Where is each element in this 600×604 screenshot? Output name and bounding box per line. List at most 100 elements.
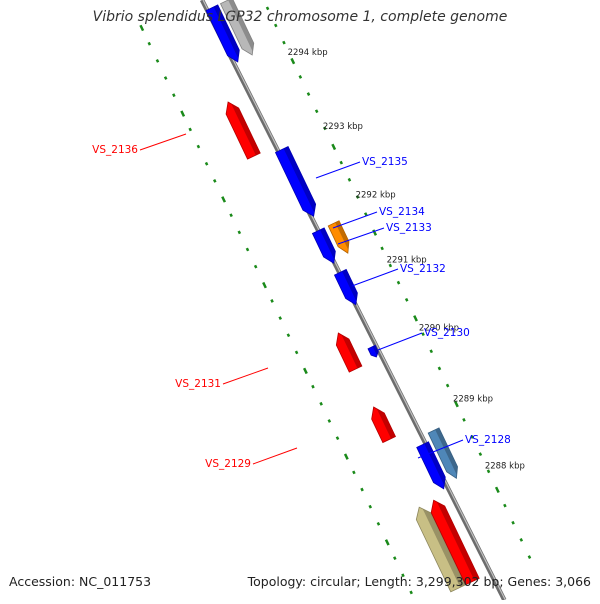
tick-mark — [294, 350, 299, 355]
gene-red-bottom — [430, 499, 480, 586]
tick-mark — [380, 246, 384, 251]
tick-mark — [270, 299, 274, 303]
tick-mark — [278, 316, 283, 320]
tick-mark — [368, 504, 373, 509]
gene-vs2135-shade — [283, 146, 316, 213]
gene-label-leader — [222, 367, 269, 385]
tick-mark — [229, 213, 233, 218]
gene-vs2132 — [333, 268, 358, 306]
gene-blue-vs2128-shade — [424, 441, 446, 486]
tick-mark — [409, 590, 413, 595]
tick-mark — [221, 196, 227, 203]
gene-blue-top-shade — [213, 4, 240, 59]
gene-olive — [415, 506, 466, 593]
gene-vs2131-shade — [341, 334, 362, 369]
tick-mark — [139, 24, 145, 32]
gene-label-leader — [337, 227, 385, 245]
scale-label: 2292 kbp — [356, 191, 396, 201]
tick-mark — [470, 435, 474, 439]
tick-mark — [298, 75, 303, 79]
tick-mark — [286, 333, 291, 338]
gene-red-bottom-shade — [436, 502, 480, 581]
gene-blue-top — [205, 4, 240, 63]
scale-label: 2291 kbp — [387, 256, 427, 266]
tick-mark — [343, 453, 349, 460]
tick-mark — [273, 23, 278, 28]
tick-mark — [364, 212, 368, 216]
tick-mark — [396, 280, 401, 285]
gene-vs2131 — [335, 332, 363, 373]
gene-label-vs_2134: VS_2134 — [379, 206, 425, 218]
gene-label-vs_2133: VS_2133 — [386, 222, 432, 234]
scale-labels: 2294 kbp 2293 kbp 2292 kbp 2291 kbp 2290 kbp… — [288, 48, 525, 471]
gene-vs2128-shade — [435, 427, 458, 475]
tick-mark — [388, 263, 393, 268]
gene-vs2133-shade — [335, 220, 349, 250]
tick-mark — [204, 161, 209, 166]
tick-mark — [311, 384, 315, 389]
tick-mark — [163, 76, 168, 80]
tick-mark — [262, 281, 267, 289]
tick-mark — [445, 383, 450, 388]
gene-features — [205, 0, 480, 593]
gene-label-group: VS_2135 VS_2134 VS_2133 VS_2132 VS_2130 VS_21… — [92, 133, 511, 470]
gene-vs2128-arrow — [427, 427, 458, 480]
gene-label-leader — [139, 133, 187, 151]
gene-label-vs_2130: VS_2130 — [424, 327, 470, 339]
gene-label-leader — [377, 332, 423, 351]
scale-label: 2293 kbp — [323, 122, 363, 132]
reverse-strand-tick-track — [139, 24, 413, 595]
gene-vs2132-shade — [342, 269, 358, 302]
gene-label-vs_2135: VS_2135 — [362, 156, 408, 168]
tick-mark — [454, 400, 459, 408]
tick-mark — [331, 143, 337, 151]
gene-label-leader — [417, 439, 464, 459]
gene-vs2129 — [371, 406, 397, 444]
accession-text: Accession: NC_011753 — [9, 574, 152, 589]
tick-mark — [188, 127, 192, 132]
tick-mark — [314, 109, 319, 114]
tick-mark — [212, 179, 217, 183]
scale-label: 2290 kbp — [419, 323, 459, 333]
tick-mark — [172, 93, 176, 98]
gene-blue-vs2128 — [416, 441, 446, 490]
gene-label-vs_2129: VS_2129 — [205, 458, 251, 470]
gene-vs2136-shade — [231, 103, 261, 156]
gene-label-leader — [351, 268, 399, 287]
tick-mark — [486, 469, 491, 474]
tick-mark — [147, 41, 152, 46]
tick-mark — [527, 555, 532, 559]
tick-mark — [303, 367, 308, 375]
gene-label-vs_2131: VS_2131 — [175, 378, 221, 390]
forward-strand-tick-track — [265, 6, 532, 559]
gene-label-vs_2132: VS_2132 — [400, 263, 446, 275]
tick-mark — [339, 160, 344, 165]
tick-mark — [347, 177, 352, 182]
gene-grey-top — [219, 0, 255, 56]
gene-vs2130-shade — [372, 345, 379, 356]
tick-mark — [437, 366, 442, 371]
gene-vs2134-shade — [320, 227, 336, 260]
tick-mark — [265, 6, 270, 11]
tick-mark — [282, 40, 286, 45]
gene-vs2135-arrow — [274, 145, 317, 217]
scale-label: 2288 kbp — [485, 461, 525, 471]
gene-olive-shade — [422, 508, 466, 588]
tick-mark — [421, 332, 425, 337]
tick-mark — [196, 144, 201, 149]
gene-vs2133 — [327, 220, 350, 254]
tick-mark — [413, 315, 418, 322]
tick-mark — [462, 417, 466, 422]
tick-mark — [494, 486, 500, 494]
gene-vs2136 — [225, 101, 261, 160]
tick-mark — [393, 556, 397, 561]
gene-label-leader — [332, 211, 378, 229]
tick-mark — [360, 487, 364, 492]
scale-label: 2289 kbp — [453, 395, 493, 405]
map-title: Vibrio splendidus LGP32 chromosome 1, co… — [92, 9, 508, 25]
gene-grey-top-shade — [228, 0, 254, 52]
tick-mark — [245, 247, 250, 252]
tick-mark — [404, 297, 409, 302]
gene-label-vs_2136: VS_2136 — [92, 144, 138, 156]
